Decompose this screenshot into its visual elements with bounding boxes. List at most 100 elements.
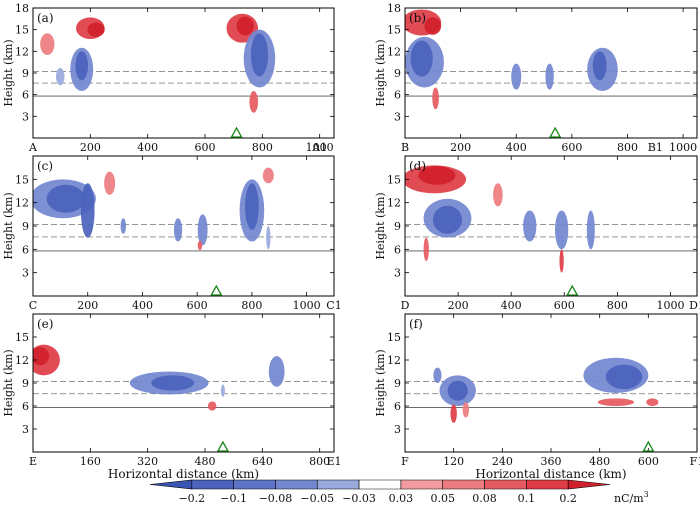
radar-site-marker xyxy=(230,126,243,138)
colorbar-tick-label: 0.05 xyxy=(430,492,455,505)
x-tick-label: 600 xyxy=(561,141,582,154)
section-start-label: E xyxy=(29,455,37,468)
colorbar-tick-label: −0.05 xyxy=(300,492,334,505)
y-axis-label: Height (km) xyxy=(374,39,387,106)
y-tick-label: 6 xyxy=(394,243,401,256)
positive-charge-region xyxy=(597,398,635,406)
y-axis-label: Height (km) xyxy=(2,39,15,106)
x-tick-label: 1000 xyxy=(656,299,684,312)
negative-charge-region xyxy=(245,183,259,230)
x-tick-label: 200 xyxy=(80,141,101,154)
y-tick-label: 6 xyxy=(394,89,401,102)
y-tick-label: 15 xyxy=(387,24,401,37)
colorbar-tick-label: 0.03 xyxy=(389,492,414,505)
y-tick-label: 15 xyxy=(15,24,29,37)
negative-charge-region xyxy=(554,210,569,250)
section-start-label: C xyxy=(29,299,37,312)
panel-plot-area xyxy=(33,13,334,113)
panel-c: 3 6 9 12 15 200 400 600 800 1000 C C1 (c) Height (km) xyxy=(2,155,342,312)
section-start-label: B xyxy=(401,141,409,154)
panel-e: 3 6 9 12 15 160 320 480 640 800 E E1 (e) Height (km) H… xyxy=(2,313,342,481)
panel-frame xyxy=(32,155,335,297)
radar-site-marker xyxy=(210,284,223,296)
radar-site-marker xyxy=(642,440,655,452)
y-axis-label: Height (km) xyxy=(374,349,387,416)
negative-charge-region xyxy=(523,210,537,242)
y-tick-label: 9 xyxy=(22,220,29,233)
positive-charge-region xyxy=(462,402,470,418)
colorbar-segment xyxy=(191,479,234,490)
y-tick-label: 6 xyxy=(22,89,29,102)
x-axis-label: Horizontal distance (km) xyxy=(108,467,259,481)
y-tick-label: 3 xyxy=(22,423,29,436)
section-end-label: C1 xyxy=(326,299,341,312)
section-start-label: A xyxy=(28,141,38,154)
panel-a: 3 6 9 12 15 18 200 400 600 800 1000 A A1 (a) Height (k… xyxy=(2,2,335,154)
negative-charge-region xyxy=(447,380,468,401)
colorbar-tick-label: 0.1 xyxy=(518,492,536,505)
colorbar-tick-label: −0.03 xyxy=(342,492,376,505)
x-tick-label: 240 xyxy=(492,455,513,468)
negative-charge-region xyxy=(266,226,271,250)
positive-charge-region xyxy=(450,404,457,423)
colorbar-segment xyxy=(275,479,318,490)
negative-charge-region xyxy=(75,51,89,81)
colorbar-segment xyxy=(149,479,193,490)
y-tick-label: 12 xyxy=(15,354,29,367)
panel-plot-area xyxy=(405,165,697,273)
radar-site-marker xyxy=(216,440,230,452)
y-tick-label: 15 xyxy=(387,173,401,186)
y-tick-label: 15 xyxy=(15,331,29,344)
x-tick-label: 200 xyxy=(448,299,469,312)
x-tick-label: 640 xyxy=(252,455,273,468)
colorbar: −0.2 −0.1 −0.08 −0.05 −0.03 0.03 0.05 0.08 0.1 0.… xyxy=(149,479,649,505)
x-tick-label: 200 xyxy=(77,299,98,312)
y-tick-label: 9 xyxy=(394,377,401,390)
panel-label: (d) xyxy=(409,159,426,173)
y-tick-label: 18 xyxy=(387,2,401,15)
x-tick-label: 1000 xyxy=(293,299,321,312)
section-end-label: B1 xyxy=(648,141,663,154)
x-tick-label: 600 xyxy=(638,455,659,468)
panel-d: 3 6 9 12 15 200 400 600 800 1000 D D1 (d) Height (km) xyxy=(374,155,700,312)
section-end-label: A1 xyxy=(311,141,327,154)
negative-charge-region xyxy=(410,40,433,77)
colorbar-tick-label: −0.08 xyxy=(259,492,293,505)
section-end-label: F1 xyxy=(690,455,700,468)
positive-charge-region xyxy=(249,91,259,113)
y-axis-label: Height (km) xyxy=(2,192,15,259)
colorbar-tick-label: 0.2 xyxy=(559,492,577,505)
y-axis-label: Height (km) xyxy=(374,192,387,259)
y-tick-label: 15 xyxy=(15,173,29,186)
colorbar-tick-label: −0.2 xyxy=(178,492,205,505)
negative-charge-region xyxy=(545,63,554,90)
negative-charge-region xyxy=(592,51,607,81)
negative-charge-region xyxy=(46,184,85,213)
x-tick-label: 600 xyxy=(195,141,216,154)
radar-site-marker xyxy=(549,126,562,138)
positive-charge-region xyxy=(33,346,50,366)
positive-charge-region xyxy=(40,33,55,55)
x-tick-label: 400 xyxy=(501,299,522,312)
x-tick-label: 800 xyxy=(252,141,273,154)
x-tick-label: 800 xyxy=(309,455,330,468)
y-tick-label: 3 xyxy=(22,110,29,123)
x-tick-label: 600 xyxy=(554,299,575,312)
positive-charge-region xyxy=(424,17,442,35)
positive-charge-region xyxy=(646,398,659,406)
negative-charge-region xyxy=(80,183,95,238)
x-tick-label: 400 xyxy=(137,141,158,154)
y-tick-label: 12 xyxy=(15,45,29,58)
x-tick-label: 320 xyxy=(137,455,158,468)
negative-charge-region xyxy=(432,205,463,234)
y-tick-label: 12 xyxy=(387,354,401,367)
x-tick-label: 1000 xyxy=(669,141,697,154)
colorbar-tick-label: −0.1 xyxy=(220,492,247,505)
panel-label: (f) xyxy=(409,317,423,331)
x-tick-label: 800 xyxy=(617,141,638,154)
panel-label: (e) xyxy=(37,317,53,331)
negative-charge-region xyxy=(120,218,127,234)
section-end-label: E1 xyxy=(326,455,341,468)
y-tick-label: 6 xyxy=(22,243,29,256)
